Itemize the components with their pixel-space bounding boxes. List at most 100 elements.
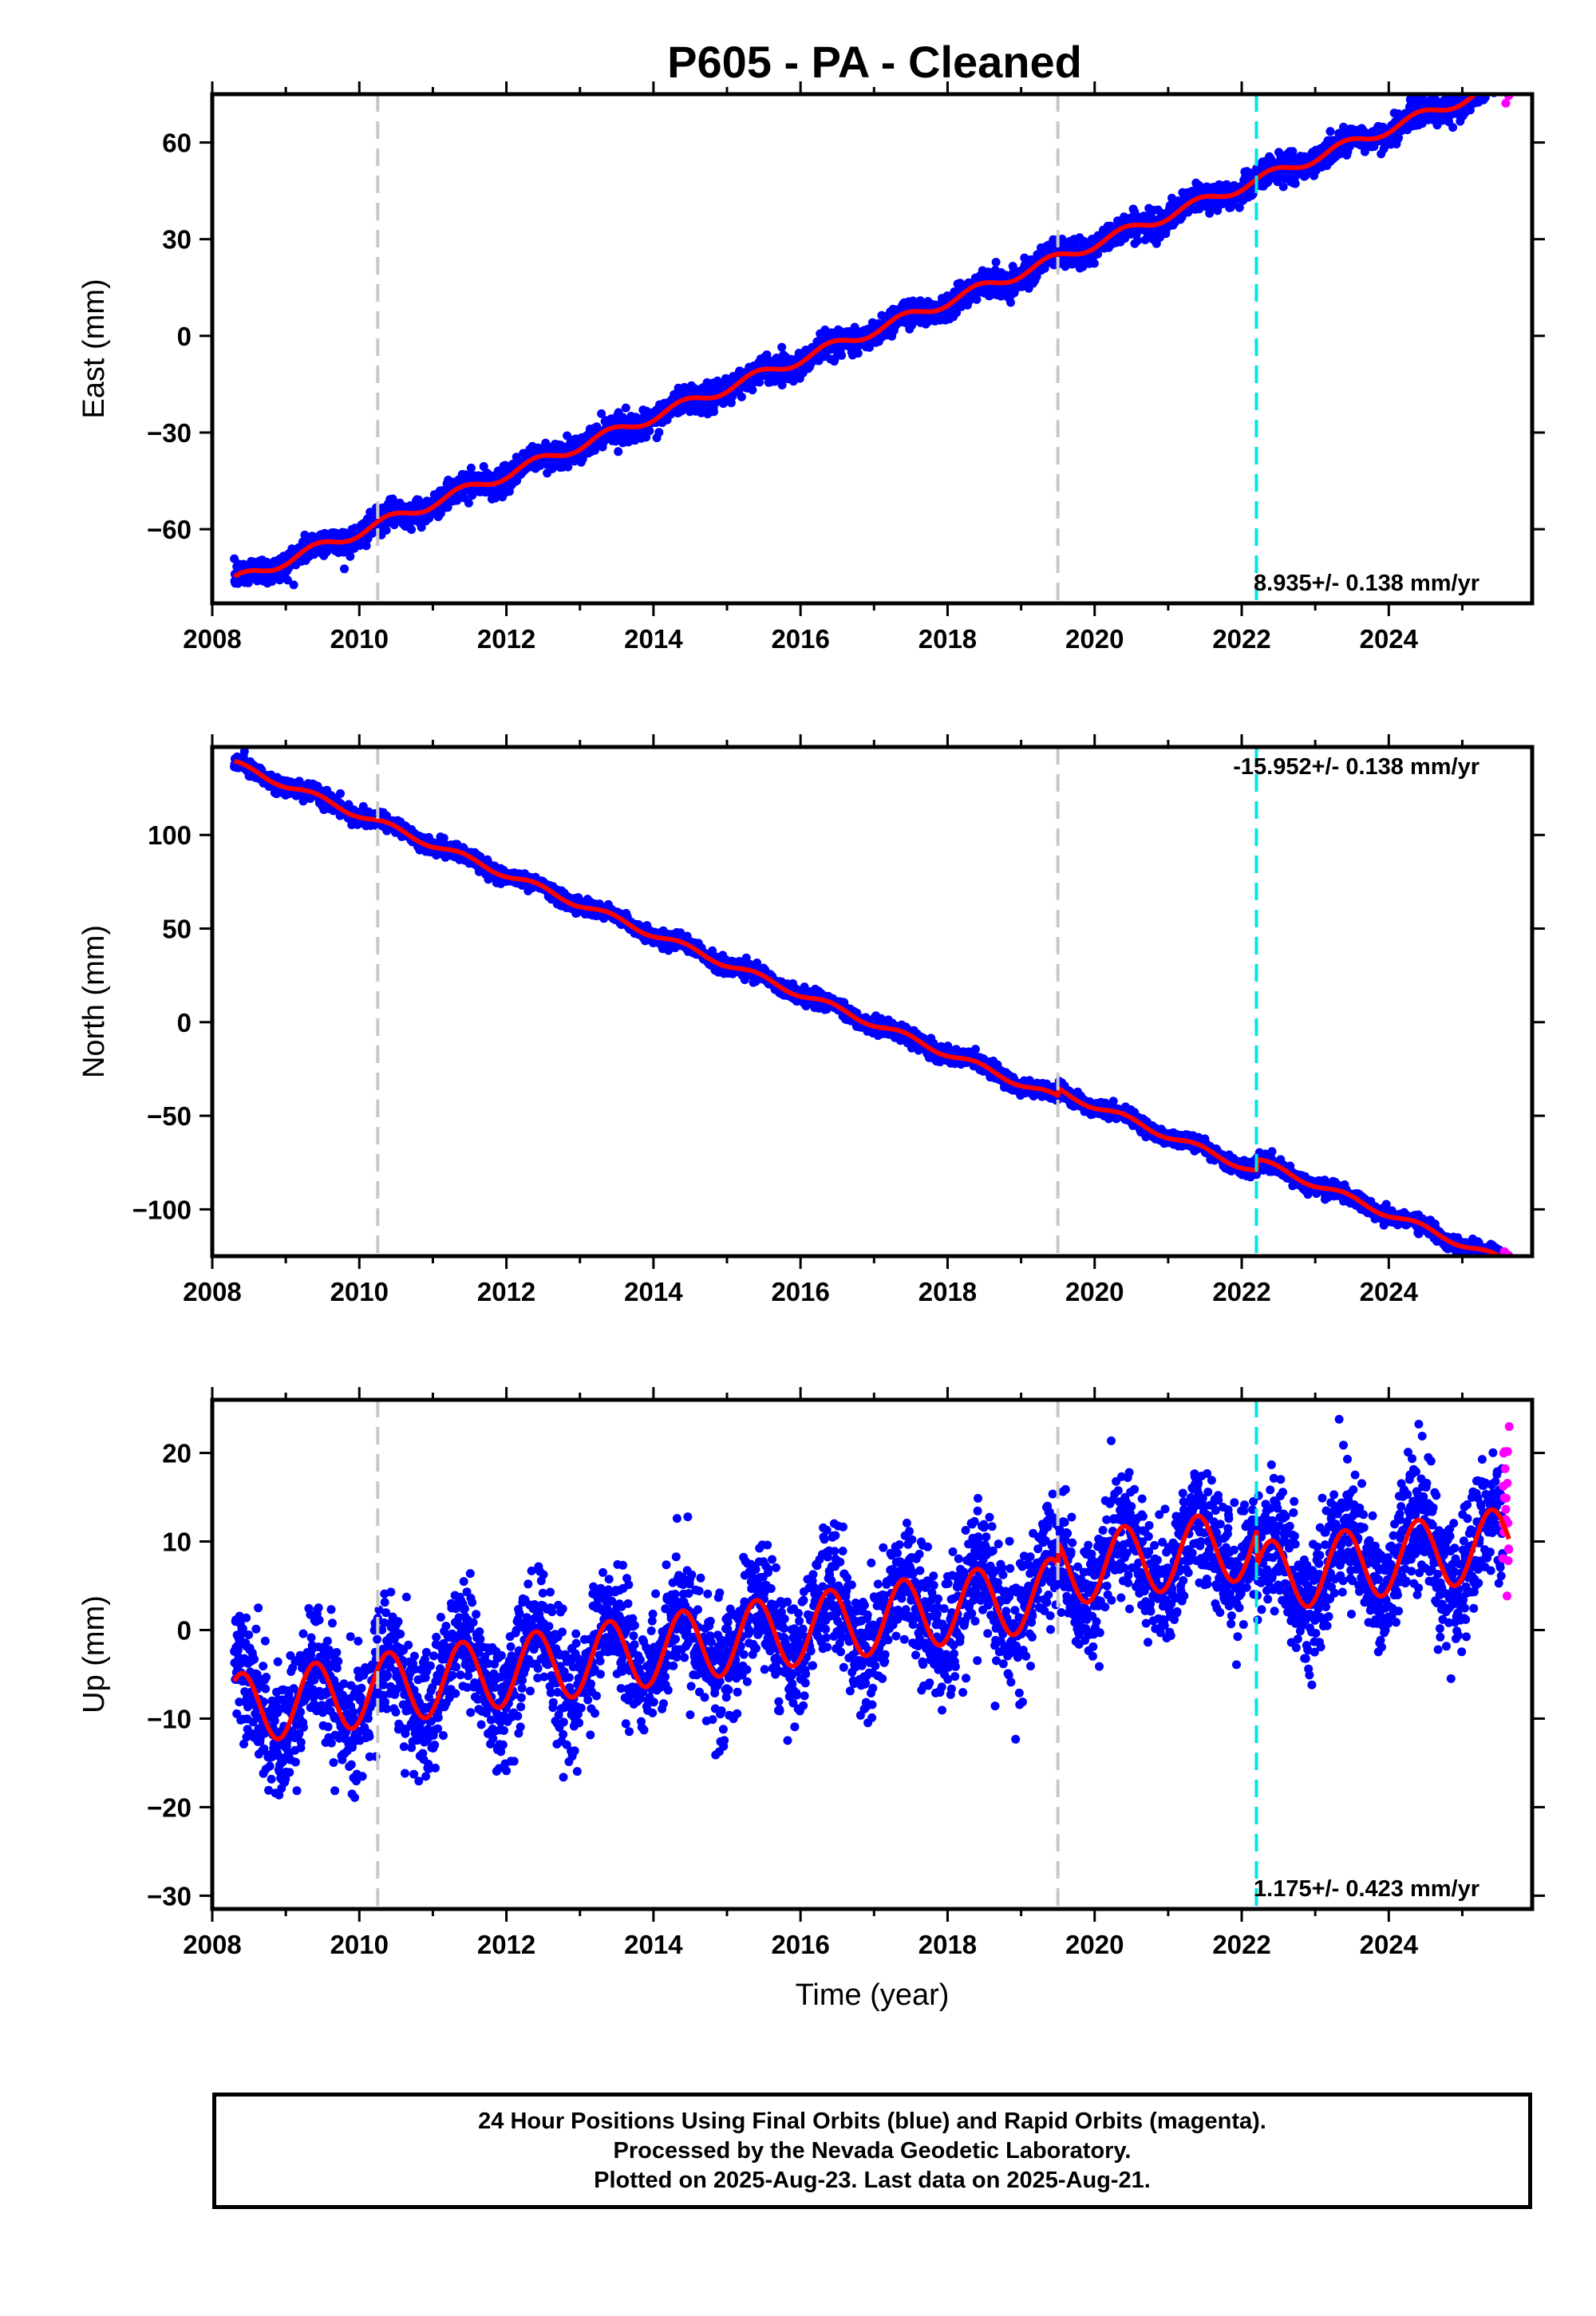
- east-point: [1495, 80, 1503, 89]
- east-rapid-point: [1503, 79, 1511, 88]
- east-point: [1495, 74, 1504, 83]
- y-tick-label: 60: [162, 128, 192, 158]
- east-point: [1483, 78, 1491, 87]
- east-point: [1494, 80, 1503, 89]
- east-point: [1469, 85, 1478, 93]
- east-model-line: [233, 94, 1479, 579]
- east-point: [1488, 83, 1497, 92]
- east-point: [1491, 65, 1499, 74]
- east-point: [243, 578, 253, 587]
- chart-title: P605 - PA - Cleaned: [667, 37, 1082, 87]
- east-rapid-point: [1503, 77, 1512, 85]
- east-point: [1489, 70, 1498, 79]
- x-tick-label: 2010: [330, 624, 389, 654]
- panel-east: 2008 2010 2012 2014 2016 2018 2020 2022 2024−60−…: [77, 65, 1545, 654]
- east-point: [1486, 84, 1495, 93]
- east-point: [1498, 78, 1507, 87]
- east-point: [1495, 76, 1504, 85]
- east-point: [1496, 78, 1505, 87]
- east-point: [614, 447, 623, 456]
- east-rapid-point: [1499, 74, 1507, 83]
- y-tick-label: 30: [162, 225, 192, 255]
- east-point: [466, 463, 476, 472]
- east-point: [1483, 82, 1491, 91]
- east-point: [1491, 82, 1500, 91]
- east-rapid-point: [1503, 81, 1511, 90]
- east-point: [282, 575, 292, 585]
- east-point: [1133, 236, 1142, 245]
- east-point: [1498, 71, 1507, 80]
- east-point: [1468, 81, 1477, 89]
- east-rapid-orbit-points: [1499, 67, 1514, 108]
- east-point: [952, 308, 962, 318]
- x-tick-label: 2020: [1065, 624, 1124, 654]
- east-point: [991, 258, 1001, 267]
- east-point: [853, 349, 863, 358]
- east-point: [1490, 83, 1499, 92]
- east-point: [777, 381, 787, 389]
- east-point: [1032, 271, 1041, 281]
- east-point: [1483, 81, 1492, 90]
- east-y-axis-label: East (mm): [77, 279, 111, 418]
- east-point: [1492, 81, 1501, 89]
- east-point: [755, 377, 764, 387]
- x-tick-label: 2018: [918, 624, 977, 654]
- east-point: [645, 426, 654, 436]
- east-point: [1479, 77, 1487, 85]
- east-point: [1487, 79, 1496, 88]
- east-point: [1290, 179, 1300, 188]
- east-point: [1476, 80, 1485, 89]
- east-point: [1486, 73, 1495, 82]
- east-plot-area: [230, 65, 1514, 603]
- east-point: [1473, 72, 1482, 81]
- east-point: [1491, 80, 1499, 89]
- east-rapid-point: [1501, 98, 1511, 108]
- east-rapid-point: [1500, 72, 1509, 81]
- east-point: [777, 342, 787, 352]
- east-point: [1484, 81, 1493, 90]
- east-point: [1495, 73, 1503, 82]
- east-point: [1496, 65, 1505, 74]
- east-point: [1486, 81, 1495, 90]
- east-point: [1491, 82, 1499, 91]
- east-point: [1489, 73, 1498, 82]
- east-point: [1484, 77, 1493, 86]
- east-point: [1235, 203, 1244, 212]
- east-point: [1487, 74, 1495, 83]
- east-point: [1480, 82, 1489, 91]
- east-point: [1493, 73, 1502, 82]
- east-point: [748, 385, 757, 395]
- east-point: [1497, 68, 1506, 77]
- east-rapid-point: [1499, 75, 1508, 84]
- east-point: [1472, 79, 1481, 88]
- east-point: [1499, 76, 1507, 85]
- east-point: [1496, 78, 1505, 87]
- x-tick-label: 2008: [183, 624, 241, 654]
- y-tick-label: −30: [147, 418, 192, 448]
- east-point: [1483, 81, 1492, 89]
- east-point: [1483, 80, 1491, 89]
- east-rapid-point: [1502, 82, 1511, 91]
- east-point: [621, 403, 630, 413]
- x-tick-label: 2012: [477, 624, 535, 654]
- east-point: [479, 462, 488, 471]
- east-point: [1495, 77, 1503, 86]
- east-rapid-point: [1499, 67, 1507, 76]
- east-point: [1288, 147, 1298, 156]
- east-point: [300, 530, 310, 539]
- east-rapid-point: [1499, 68, 1508, 77]
- east-x-axis: 2008 2010 2012 2014 2016 2018 2020 2022 2024: [183, 81, 1464, 654]
- east-point: [972, 294, 982, 304]
- east-point: [340, 564, 349, 574]
- east-point: [346, 551, 355, 561]
- east-point: [1482, 70, 1491, 79]
- east-point: [1484, 81, 1493, 90]
- east-point: [1325, 127, 1335, 136]
- east-point: [1488, 79, 1497, 88]
- east-point: [597, 409, 606, 418]
- north-point: [336, 788, 345, 798]
- east-rapid-point: [1501, 82, 1510, 91]
- east-point: [737, 392, 746, 401]
- east-rapid-point: [1502, 78, 1511, 87]
- east-point: [289, 580, 298, 590]
